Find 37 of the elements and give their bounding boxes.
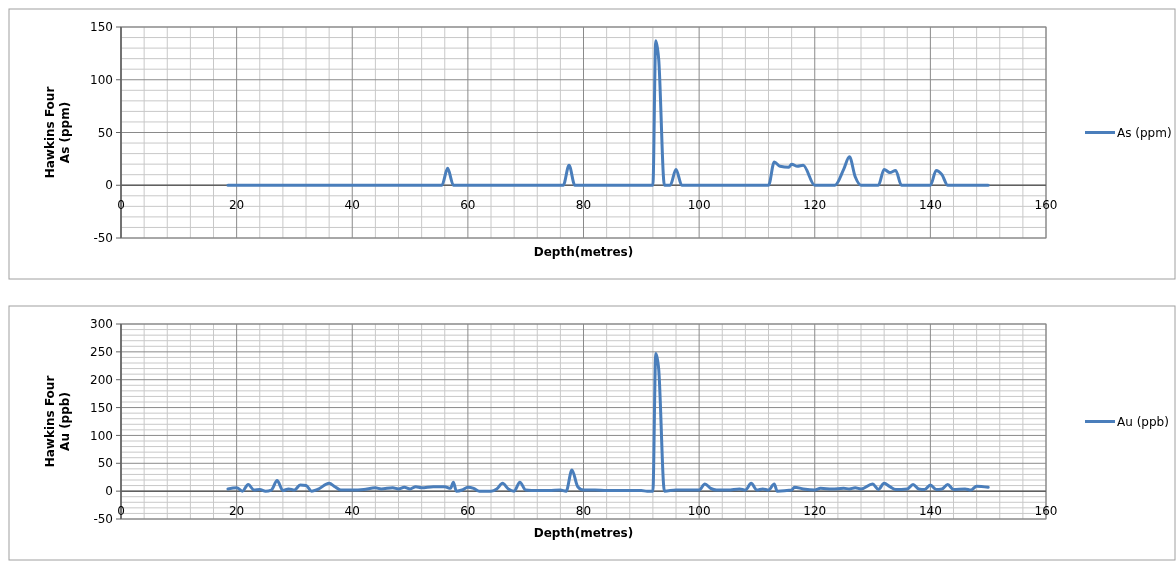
y-tick-label: 0 [105, 178, 113, 193]
y-axis-title: Hawkins Four As (ppm) [43, 86, 72, 179]
x-tick-label: 100 [687, 198, 711, 213]
x-tick-label: 80 [575, 504, 592, 519]
x-axis-title: Depth(metres) [533, 245, 634, 259]
x-tick-label: 140 [918, 504, 942, 519]
y-tick-label: 300 [90, 317, 113, 332]
x-tick-label: 20 [228, 198, 245, 213]
x-tick-label: 140 [918, 198, 942, 213]
legend-label: Au (ppb) [1117, 414, 1169, 429]
x-tick-label: 120 [803, 198, 827, 213]
x-tick-label: 100 [687, 504, 711, 519]
x-tick-label: 160 [1034, 504, 1058, 519]
y-tick-label: 100 [90, 428, 113, 443]
x-tick-label: 60 [460, 504, 476, 519]
line-series [226, 352, 990, 493]
x-tick-label: 120 [803, 504, 827, 519]
line-series [226, 39, 990, 187]
x-tick-label: 40 [344, 198, 360, 213]
x-tick-label: 60 [460, 198, 476, 213]
y-tick-label: -50 [93, 231, 113, 246]
y-tick-label: 250 [90, 345, 113, 360]
x-tick-label: 80 [575, 198, 592, 213]
y-axis-title: Hawkins Four Au (ppb) [43, 375, 72, 468]
y-tick-label: 100 [90, 72, 113, 87]
y-tick-label: 50 [97, 456, 113, 471]
y-tick-label: 150 [90, 400, 113, 415]
y-tick-label: 150 [90, 20, 113, 35]
x-axis-title: Depth(metres) [533, 526, 634, 540]
x-tick-label: 160 [1034, 198, 1058, 213]
x-tick-label: 20 [228, 504, 245, 519]
y-tick-label: 200 [90, 372, 113, 387]
y-tick-label: 0 [105, 484, 113, 499]
x-tick-label: 40 [344, 504, 360, 519]
legend-label: As (ppm) [1117, 125, 1172, 140]
y-tick-label: -50 [93, 512, 113, 527]
y-tick-label: 50 [97, 125, 113, 140]
